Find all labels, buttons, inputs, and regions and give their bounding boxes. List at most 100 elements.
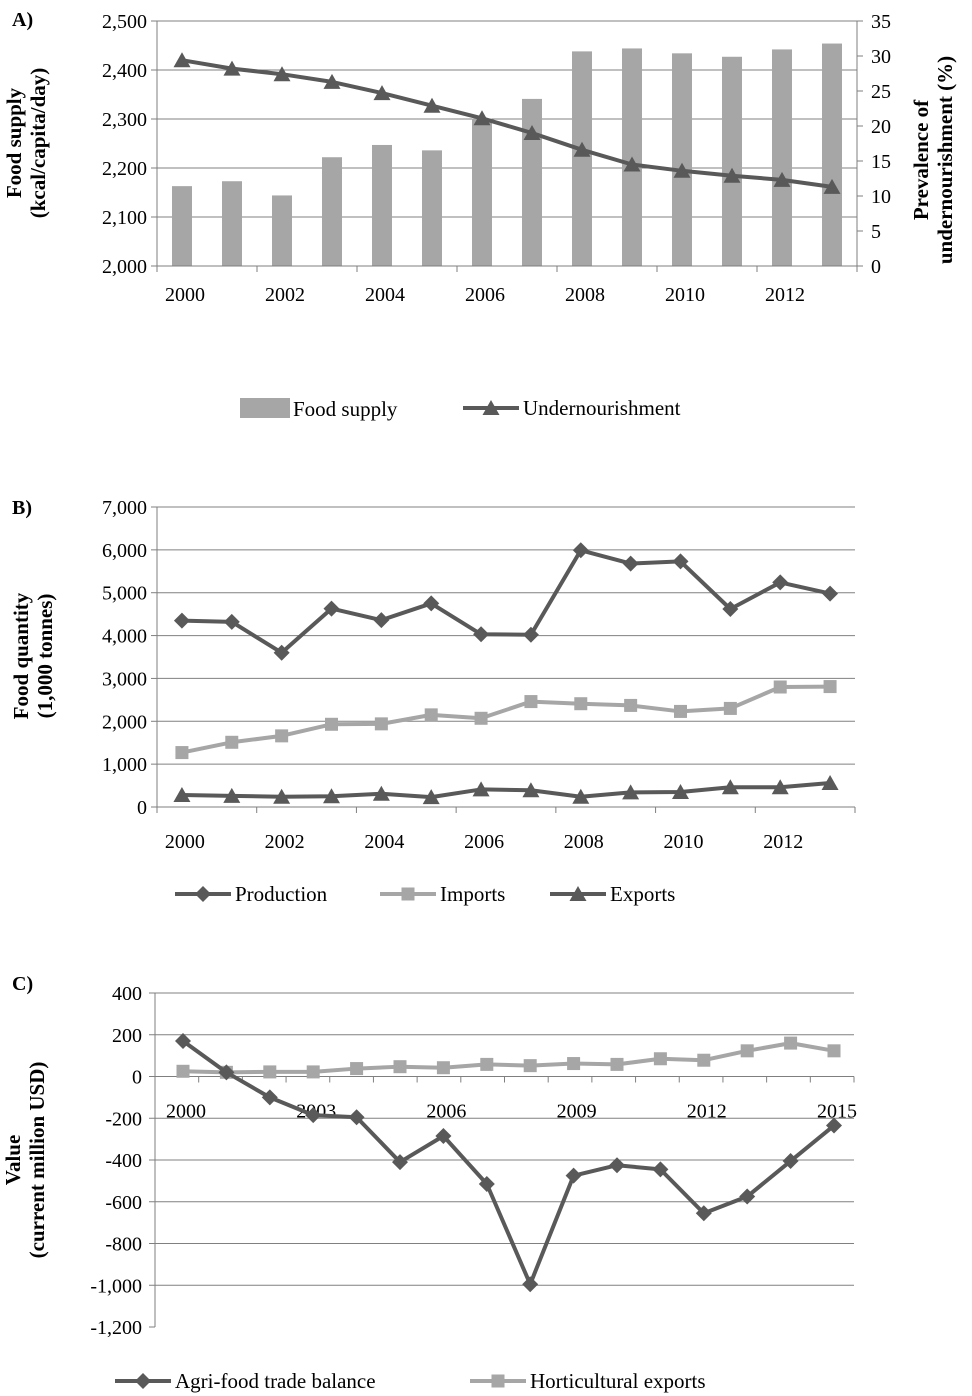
legend-undernourishment-label: Undernourishment [523,396,681,420]
panel-b-production-point [373,612,390,629]
panel-a-undernourishment-point [323,73,341,89]
panel-a-undernourishment-point [623,156,641,172]
panel-c-y-tick-label: -1,200 [90,1317,142,1339]
legend-production-label: Production [235,882,328,906]
panel-c-y-tick-label: -600 [105,1192,142,1214]
panel-a-y2-tick-label: 10 [871,186,891,208]
panel-a-x-tick-label: 2004 [365,284,405,306]
panel-c-y-tick-label: -200 [105,1108,142,1130]
panel-b-imports-line [181,684,831,755]
panel-a-undernourishment-point [423,97,441,113]
panel-b-y-tick-label: 4,000 [102,626,147,648]
panel-b-x-tick-label: 2000 [165,831,205,853]
panel-b-exports-line [181,781,831,800]
panel-a-undernourishment-point [273,66,291,82]
panel-c-horticultural-exports-point [523,1059,537,1073]
legend-food-supply-label: Food supply [293,397,398,421]
panel-a-ylabel-line-2: (kcal/capita/day) [26,68,50,219]
panel-c-horticultural-exports-point [176,1064,190,1078]
legend-horticultural-exports-label: Horticultural exports [530,1369,706,1393]
panel-c-ylabel-line-1: Value [1,1135,25,1186]
panel-c-y-tick-label: 200 [112,1025,142,1047]
panel-c-trade-balance-point [652,1161,669,1178]
panel-a-y2-tick-label: 30 [871,46,891,68]
panel-c-trade-balance-point [478,1176,495,1193]
panel-b-imports-point [773,680,787,694]
panel-c-horticultural-exports-point [567,1057,581,1071]
panel-b-imports-point [225,735,239,749]
panel-c-horticultural-exports-point [436,1061,450,1075]
panel-c-x-tick-label: 2015 [817,1101,857,1123]
panel-a-y2-tick-label: 35 [871,11,891,33]
panel-c-horticultural-exports-point [740,1044,754,1058]
panel-c-x-tick-label: 2000 [166,1101,206,1123]
panel-b-production-point [722,601,739,617]
panel-b-production-point [572,542,589,559]
legend-trade-balance-marker [135,1373,151,1389]
panel-c-horticultural-exports-point [827,1044,841,1058]
panel-a-y-tick-label: 2,200 [102,158,147,180]
legend-food-supply-swatch [240,398,290,418]
panel-a-y2label-line-1: Prevalence of [909,99,933,220]
panel-c-y-tick-label: -400 [105,1150,142,1172]
panel-b-production-point [273,644,290,661]
panel-a-x-tick-label: 2012 [765,284,805,306]
panel-b-production-point [473,626,490,643]
panel-b-imports-point [823,680,837,694]
panel-c-horticultural-exports-point [263,1065,277,1079]
panel-a-bar [322,157,342,266]
panel-a-undernourishment-point [173,52,191,68]
panel-a-undernourishment-point [823,178,841,194]
panel-b-exports-point [821,775,839,790]
panel-a-y2-tick-label: 15 [871,151,891,173]
panel-b-exports-point [323,788,340,804]
panel-a-y-tick-label: 2,300 [102,109,147,131]
panel-c-y-tick-label: 400 [112,983,142,1005]
panel-a-x-tick-label: 2006 [465,284,505,306]
panel-c-y-tick-label: -1,000 [90,1275,142,1297]
panel-b-imports-point [524,695,538,709]
panel-a-bar [722,56,742,266]
panel-b-exports-point [472,781,490,797]
panel-c-horticultural-exports-point [784,1036,798,1050]
panel-b-production-point [323,600,340,617]
panel-b-x-tick-label: 2002 [265,831,305,853]
panel-c-trade-balance-point [305,1107,322,1124]
panel-c-y-tick-label: -800 [105,1234,142,1256]
panel-a-label: A) [12,9,33,31]
panel-c-trade-balance-point [435,1127,452,1144]
panel-a-undernourishment-point [373,85,391,101]
panel-b-y-tick-label: 1,000 [102,754,147,776]
panel-a-y-tick-label: 2,500 [102,11,147,33]
panel-a-undernourishment-point [573,141,591,157]
panel-b-imports-point [325,717,338,731]
panel-c-horticultural-exports-point [480,1057,494,1071]
panel-c-horticultural-exports-point [697,1053,711,1067]
panel-b-imports-point [275,729,289,743]
legend-exports-marker [569,886,587,901]
panel-a-bar [672,53,692,267]
panel-c-y-tick-label: 0 [132,1067,142,1089]
panel-b-exports-point [622,784,640,800]
panel-b-exports-point [572,788,590,804]
panel-c-x-tick-label: 2009 [557,1101,597,1123]
panel-a-undernourishment-point [223,60,241,76]
panel-a-bar [272,195,292,266]
panel-b-imports-point [624,698,638,712]
panel-b-production-point [423,595,440,612]
panel-c-horticultural-exports-point [610,1057,624,1071]
panel-c-ylabel-line-2: (current million USD) [25,1062,49,1259]
panel-b-exports-point [273,788,291,804]
panel-c-trade-balance-point [609,1157,625,1174]
panel-c-trade-balance-point [261,1089,278,1106]
panel-b-y-tick-label: 6,000 [102,540,147,562]
panel-b-production-line [181,548,831,655]
panel-b-ylabel-line-1: Food quantity [9,592,33,719]
panel-a-undernourishment-point [773,171,791,187]
panel-b-imports-point [374,717,388,731]
legend-trade-balance-label: Agri-food trade balance [175,1369,376,1393]
panel-c-trade-balance-line [181,1039,836,1287]
panel-b-imports-point [474,711,488,725]
legend-exports-label: Exports [610,882,675,906]
